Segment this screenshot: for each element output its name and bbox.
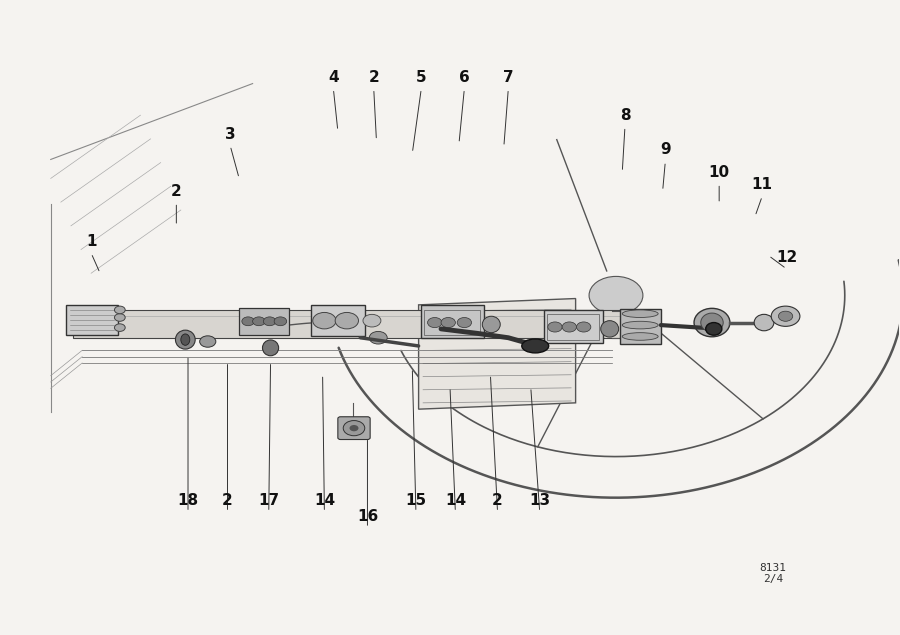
Text: 2: 2: [368, 70, 379, 84]
Ellipse shape: [694, 309, 730, 337]
Polygon shape: [418, 298, 576, 409]
Ellipse shape: [701, 313, 724, 332]
Circle shape: [114, 314, 125, 321]
FancyBboxPatch shape: [66, 305, 118, 335]
Text: 2: 2: [222, 493, 233, 509]
Ellipse shape: [522, 339, 549, 353]
Ellipse shape: [176, 330, 195, 349]
Text: 14: 14: [445, 493, 466, 509]
Circle shape: [242, 317, 255, 326]
Circle shape: [548, 322, 562, 332]
Text: 17: 17: [258, 493, 279, 509]
Circle shape: [264, 317, 276, 326]
Text: 7: 7: [503, 70, 514, 84]
Text: 3: 3: [225, 126, 236, 142]
Circle shape: [312, 312, 336, 329]
Circle shape: [363, 314, 381, 327]
Circle shape: [274, 317, 287, 326]
Text: 8131
2/4: 8131 2/4: [760, 563, 787, 584]
Circle shape: [369, 331, 387, 344]
Circle shape: [114, 306, 125, 314]
Text: 5: 5: [416, 70, 427, 84]
Ellipse shape: [263, 340, 279, 356]
Text: 1: 1: [86, 234, 96, 249]
Circle shape: [343, 420, 364, 436]
Text: 9: 9: [660, 142, 670, 157]
Ellipse shape: [622, 321, 658, 329]
FancyBboxPatch shape: [421, 305, 484, 338]
Polygon shape: [73, 310, 647, 338]
Circle shape: [428, 318, 442, 328]
Circle shape: [114, 324, 125, 331]
FancyBboxPatch shape: [239, 308, 289, 335]
Circle shape: [335, 312, 358, 329]
Circle shape: [457, 318, 472, 328]
Text: 2: 2: [171, 184, 182, 199]
FancyBboxPatch shape: [338, 417, 370, 439]
Text: 8: 8: [619, 108, 630, 123]
Text: 15: 15: [405, 493, 427, 509]
Circle shape: [590, 276, 643, 314]
Text: 11: 11: [752, 177, 773, 192]
Circle shape: [253, 317, 266, 326]
Ellipse shape: [600, 321, 618, 337]
Circle shape: [778, 311, 793, 321]
Ellipse shape: [622, 333, 658, 340]
Text: 4: 4: [328, 70, 338, 84]
FancyBboxPatch shape: [310, 305, 365, 337]
Circle shape: [200, 336, 216, 347]
Text: 16: 16: [356, 509, 378, 524]
Text: 2: 2: [492, 493, 503, 509]
Ellipse shape: [706, 323, 722, 335]
Ellipse shape: [482, 316, 500, 333]
FancyBboxPatch shape: [544, 310, 602, 343]
Circle shape: [349, 425, 358, 431]
Text: 13: 13: [529, 493, 550, 509]
FancyBboxPatch shape: [620, 309, 661, 344]
Circle shape: [441, 318, 455, 328]
Text: 18: 18: [177, 493, 199, 509]
Circle shape: [577, 322, 591, 332]
Circle shape: [562, 322, 577, 332]
Text: 10: 10: [708, 164, 730, 180]
Ellipse shape: [622, 310, 658, 318]
Ellipse shape: [754, 314, 774, 331]
Ellipse shape: [181, 334, 190, 345]
Text: 12: 12: [776, 250, 797, 265]
Text: 14: 14: [314, 493, 335, 509]
Text: 6: 6: [459, 70, 470, 84]
Circle shape: [771, 306, 800, 326]
